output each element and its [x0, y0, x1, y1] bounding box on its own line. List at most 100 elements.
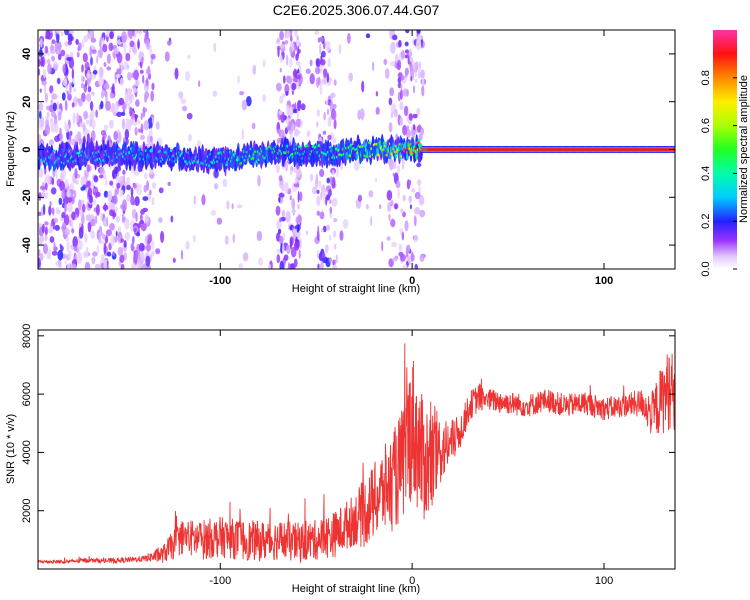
spectrogram-speckle [56, 30, 61, 35]
snr-y-label: SNR (10 * v/v) [5, 414, 17, 484]
spectrogram-speckle [141, 56, 144, 65]
spectrogram-speckle [92, 199, 97, 206]
spectrogram-speckle [389, 199, 394, 206]
spectrogram-speckle [150, 53, 156, 60]
spectrogram-speckle [416, 107, 420, 116]
spectrogram-speckle [399, 208, 404, 214]
spectrogram-y-tick-label: 20 [21, 96, 33, 108]
spectrogram-speckle [120, 111, 126, 116]
spectrogram-speckle [45, 115, 50, 121]
spectrogram-speckle [292, 77, 298, 82]
spectrogram-speckle [404, 67, 408, 78]
spectrogram-speckle [64, 121, 67, 131]
spectrogram-speckle [112, 212, 117, 218]
spectrogram-speckle [407, 57, 410, 65]
spectrogram-speckle [100, 212, 103, 221]
spectrogram-speckle [92, 69, 98, 75]
spectrogram-speckle [297, 214, 302, 223]
spectrogram-speckle [72, 112, 76, 125]
spectrogram-speckle [144, 214, 149, 223]
spectrogram-speckle [71, 102, 75, 108]
spectrogram-speckle [267, 263, 272, 269]
spectrogram-speckle [121, 118, 126, 130]
spectrogram-speckle [401, 231, 405, 241]
spectrogram-speckle [57, 41, 62, 51]
spectrogram-speckle [101, 90, 104, 99]
spectrogram-speckle [38, 59, 41, 68]
spectrogram-speckle [54, 224, 60, 231]
spectrogram-speckle [98, 231, 104, 237]
spectrogram-speckle [135, 99, 140, 107]
spectrogram-speckle [406, 125, 409, 130]
spectrogram-speckle [381, 241, 384, 252]
spectrogram-speckle [139, 69, 144, 74]
spectrogram-speckle [327, 134, 332, 141]
spectrogram-speckle [295, 118, 301, 128]
spectrogram-speckle [124, 128, 130, 140]
spectrogram-speckle [333, 119, 337, 130]
spectrogram-speckle [315, 58, 321, 68]
spectrogram-signal-mark [368, 141, 371, 145]
spectrogram-speckle [89, 111, 93, 120]
spectrogram-speckle [170, 215, 174, 223]
spectrogram-y-ticks: -40 -20 0 20 40 [21, 48, 675, 253]
spectrogram-speckle [151, 240, 155, 250]
spectrogram-speckle [90, 229, 95, 239]
spectrogram-speckle [80, 186, 85, 191]
spectrogram-y-tick-label: -40 [21, 237, 33, 253]
spectrogram-speckle [106, 66, 112, 71]
spectrogram-speckle [126, 184, 131, 191]
spectrogram-speckle [43, 68, 46, 79]
spectrogram-speckle [52, 221, 56, 230]
spectrogram-speckle [332, 230, 337, 238]
spectrogram-speckle [418, 61, 422, 69]
spectrogram-speckle [85, 119, 90, 125]
spectrogram-speckle [145, 39, 150, 50]
colorbar-tick-label: 0.6 [700, 118, 712, 133]
colorbar: 0.0 0.2 0.4 0.6 0.8 Normalized spectral ampl… [700, 30, 750, 277]
spectrogram-speckle [291, 209, 297, 214]
spectrogram-speckle [185, 241, 190, 250]
spectrogram-speckle [406, 244, 411, 254]
spectrogram-speckle [399, 116, 404, 126]
spectrogram-speckle [326, 224, 330, 231]
spectrogram-speckle [400, 50, 406, 60]
spectrogram-speckle [294, 30, 298, 38]
spectrogram-speckle [71, 68, 75, 80]
spectrogram-speckle [144, 91, 150, 100]
spectrogram-speckle [390, 41, 396, 54]
spectrogram-speckle [48, 205, 52, 216]
spectrogram-speckle [196, 140, 202, 148]
spectrogram-speckle [103, 259, 107, 269]
spectrogram-speckle [278, 110, 283, 115]
spectrogram-speckle [50, 42, 53, 54]
spectrogram-speckle [324, 244, 329, 254]
spectrogram-speckle [71, 196, 75, 205]
spectrogram-speckle [80, 176, 85, 182]
spectrogram-speckle [96, 55, 99, 64]
spectrogram-speckle [279, 129, 285, 139]
spectrogram-speckle [138, 184, 142, 190]
spectrogram-speckle [142, 74, 145, 84]
spectrogram-speckle [405, 30, 410, 34]
spectrogram-speckle [120, 61, 123, 74]
spectrogram-speckle [68, 132, 72, 141]
spectrogram-speckle [105, 229, 112, 237]
spectrogram-speckle [329, 176, 333, 186]
spectrogram-speckle [192, 234, 196, 243]
spectrogram-speckle [110, 234, 115, 247]
spectrogram-speckle [142, 263, 147, 269]
spectrogram-speckle [72, 236, 78, 248]
spectrogram-speckle [279, 235, 284, 245]
spectrogram-speckle [188, 134, 192, 142]
spectrogram-speckle [95, 215, 98, 224]
spectrogram-speckle [297, 46, 300, 58]
spectrogram-speckle [404, 220, 409, 232]
spectrogram-speckle [293, 128, 300, 137]
spectrogram-speckle [38, 110, 42, 120]
spectrogram-speckle [53, 217, 59, 223]
spectrogram-speckle [224, 235, 229, 245]
spectrogram-speckle [332, 137, 337, 144]
spectrogram-speckle [318, 76, 321, 86]
spectrogram-speckle [53, 114, 57, 120]
